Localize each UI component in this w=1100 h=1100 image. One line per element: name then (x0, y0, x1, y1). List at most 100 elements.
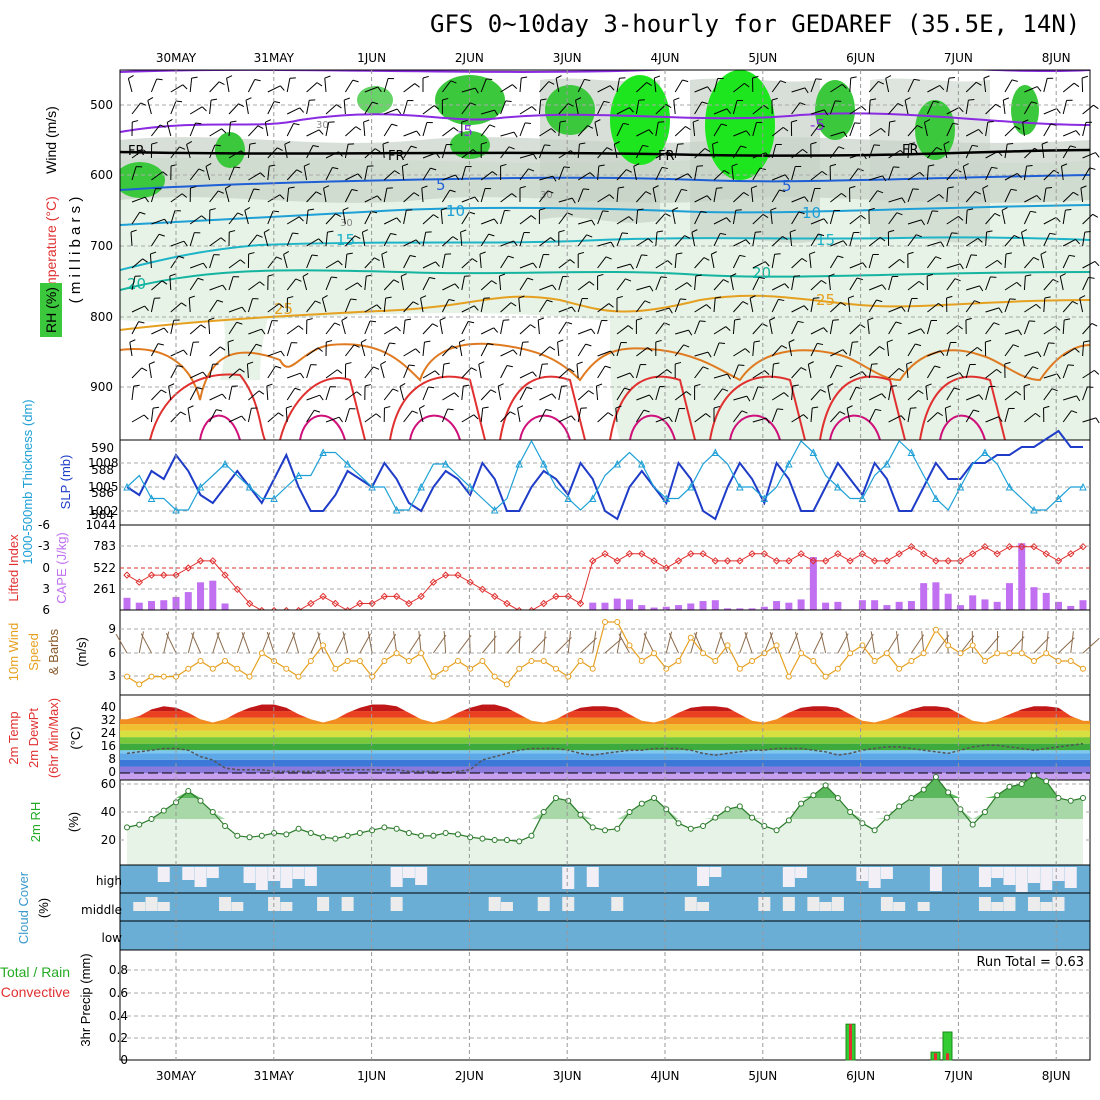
wind-barb-flag (157, 343, 164, 346)
wind-barb (228, 150, 242, 159)
wind-barb (597, 350, 611, 357)
wind-barb (655, 151, 669, 159)
wind-barb (189, 342, 194, 357)
wind-barb (519, 215, 532, 225)
wind-barb-flag (377, 86, 382, 93)
precip-conv-bar (849, 1024, 852, 1060)
wind-barb (383, 342, 390, 357)
wind-barb (788, 342, 793, 357)
wind-barb (1062, 364, 1069, 379)
wind-barb-flag (557, 339, 564, 343)
wind10-barb (769, 631, 778, 654)
wind-barb (985, 231, 988, 247)
wind-barb (636, 238, 649, 247)
wind-barb (131, 276, 136, 291)
wind-barb-flag (256, 234, 263, 238)
wind-speed-point (197, 658, 204, 664)
wind-barb (594, 122, 599, 137)
wind-barb-flag (769, 317, 776, 321)
wind-barb (267, 147, 278, 159)
wind-barb (228, 212, 239, 225)
thickness-point (907, 448, 916, 456)
wind-barb-flag (645, 191, 652, 195)
wind-barb (943, 144, 948, 159)
wind-barb-flag (1010, 188, 1017, 191)
wind-barb-flag (899, 258, 905, 264)
wind-barb-flag (1056, 108, 1061, 114)
slp-panel: 590 588 586 584 1008 1005 1002 1000-500m… (20, 399, 1091, 565)
cape-bar (626, 599, 634, 610)
wind-barb (228, 386, 233, 401)
wind-barb (732, 145, 742, 159)
wind-barb (713, 188, 717, 203)
wind10-barb (543, 631, 546, 654)
wind-barb (674, 189, 682, 203)
wind10-barb (580, 637, 597, 654)
wind-barb-flag (745, 130, 751, 136)
wind10-panel: 9 6 3 10m Wind Speed & Barbs (m/s) (6, 609, 1100, 696)
wind-barb-flag (586, 234, 593, 238)
wind-barb (1004, 298, 1011, 313)
wind-barb-flag (187, 405, 194, 409)
wind-barb (771, 126, 784, 137)
wind-barb (558, 150, 571, 159)
wind10-barb (468, 630, 471, 654)
wind-barb-flag (873, 144, 881, 146)
date-label-top: 5JUN (748, 51, 777, 65)
wind-barb-flag (166, 119, 173, 123)
wind-barb-flag (908, 142, 915, 145)
wind-speed-point (945, 642, 952, 649)
wind-barb (733, 395, 747, 401)
wind-barb (442, 345, 453, 357)
wind-barb-flag (646, 82, 652, 87)
wind-barb-flag (713, 405, 720, 409)
thickness-point (270, 494, 278, 502)
wind-barb (518, 298, 521, 313)
wind-barb-flag (533, 153, 537, 160)
wind-barb-flag (587, 125, 594, 129)
wind-barb (403, 130, 417, 137)
lifted-index-point (307, 599, 315, 608)
wind-barb (519, 153, 534, 159)
cloud-mid-block (280, 902, 293, 911)
wind-speed-point (356, 658, 363, 664)
ytick: 800 (90, 310, 113, 324)
wind10-barb (1045, 631, 1049, 654)
wind-barb-flag (369, 320, 377, 323)
wind-barb-flag (576, 361, 583, 365)
wind-speed-point (209, 665, 216, 672)
wind-barb (343, 100, 346, 115)
wind-barb-flag (326, 340, 333, 343)
wind-barb-flag (764, 261, 770, 267)
rh-point (369, 827, 376, 834)
wind-barb-flag (1014, 125, 1021, 130)
wind-barb (461, 305, 475, 313)
wind-barb (248, 125, 259, 137)
thickness-point (245, 482, 254, 491)
wind-barb (926, 165, 929, 181)
cape-bar (662, 606, 670, 610)
wind-barb (131, 414, 145, 423)
wind-barb (131, 211, 141, 225)
wind-barb-flag (319, 394, 324, 401)
wind-barb (830, 411, 841, 423)
wind-barb-flag (915, 343, 922, 347)
wind-barb (1041, 144, 1045, 159)
thickness-point (588, 494, 597, 502)
ylabel-pressure: ( m i l l i b a r s ) (67, 197, 84, 304)
wind-barb (946, 106, 960, 115)
wind-barb (927, 350, 941, 357)
wind10-barb (531, 636, 547, 654)
lifted-index-point (392, 592, 401, 601)
lifted-index-point (221, 571, 229, 579)
wind-barb (267, 166, 270, 181)
wind-barb-flag (567, 212, 573, 216)
wind-speed-point (994, 650, 1001, 657)
wind-barb-flag (371, 211, 378, 214)
rh-axis: 60 40 20 (101, 777, 116, 847)
cape-bar (993, 601, 1001, 610)
precip-panel: Run Total = 0.63 0.8 0.6 0.4 0.2 0 Total… (0, 949, 1091, 1067)
contour-label: 30 (540, 190, 553, 201)
wind-barb (147, 100, 152, 115)
wind-barb-flag (1093, 104, 1099, 110)
